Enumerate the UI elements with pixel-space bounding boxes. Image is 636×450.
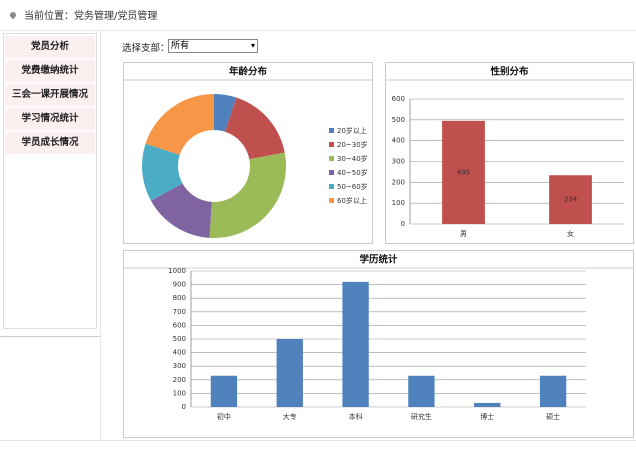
y-tick-label: 200 xyxy=(392,178,405,186)
legend-swatch xyxy=(329,142,334,147)
y-tick-label: 500 xyxy=(392,116,405,124)
legend-swatch xyxy=(329,156,334,161)
x-tick-label: 研究生 xyxy=(411,412,432,421)
legend-swatch xyxy=(329,128,334,133)
donut-slice xyxy=(214,94,237,132)
y-tick-label: 600 xyxy=(173,321,186,329)
legend-swatch xyxy=(329,170,334,175)
education-chart: 学历统计 0 100 200 300 400 500 600 700 800 900 1000 初中 大专… xyxy=(123,250,634,438)
legend-label: 30~40岁 xyxy=(337,154,368,163)
legend-swatch xyxy=(329,184,334,189)
x-tick-label: 硕士 xyxy=(546,412,560,421)
bar xyxy=(539,375,567,407)
branch-select[interactable]: 所有 xyxy=(168,39,258,53)
x-tick-label: 大专 xyxy=(283,412,297,421)
x-tick-label: 男 xyxy=(460,230,467,238)
chart-title: 学历统计 xyxy=(359,254,398,266)
sidebar: 党员分析 党费缴纳统计 三会一课开展情况 学习情况统计 学员成长情况 xyxy=(3,33,97,329)
divider xyxy=(100,30,101,440)
donut-slice xyxy=(145,94,214,155)
breadcrumb-bar: 当前位置：党务管理/党员管理 xyxy=(0,0,636,31)
y-tick-label: 0 xyxy=(182,403,186,411)
menu-item[interactable]: 三会一课开展情况 xyxy=(5,84,95,106)
legend-label: 20~30岁 xyxy=(337,140,368,149)
legend-label: 20岁以上 xyxy=(337,126,367,135)
divider xyxy=(0,336,100,337)
menu-item[interactable]: 党费缴纳统计 xyxy=(5,60,95,82)
y-tick-label: 600 xyxy=(392,95,405,103)
donut-slice xyxy=(225,97,285,160)
y-tick-label: 800 xyxy=(173,294,186,302)
donut-slice xyxy=(142,143,183,201)
legend-label: 60岁以上 xyxy=(337,196,367,205)
y-tick-label: 900 xyxy=(173,281,186,289)
legend-label: 50~60岁 xyxy=(337,182,368,191)
legend-label: 40~50岁 xyxy=(337,168,368,177)
y-tick-label: 500 xyxy=(173,335,186,343)
bar xyxy=(549,175,592,224)
donut-slice xyxy=(209,152,286,238)
y-tick-label: 700 xyxy=(173,308,186,316)
x-tick-label: 博士 xyxy=(480,412,494,421)
breadcrumb: 当前位置：党务管理/党员管理 xyxy=(24,11,158,22)
data-label: 495 xyxy=(457,168,470,176)
age-chart: 年龄分布 20岁以上 20~30岁 30~40岁 40~50岁 50~60岁 60岁以上 xyxy=(123,62,373,244)
menu-item[interactable]: 学员成长情况 xyxy=(5,132,95,154)
bar xyxy=(342,281,369,407)
chart-title: 年龄分布 xyxy=(229,66,268,78)
chart-title: 性别分布 xyxy=(490,66,529,78)
y-tick-label: 400 xyxy=(392,137,405,145)
divider xyxy=(0,440,636,441)
y-tick-label: 1000 xyxy=(168,267,186,275)
menu-item[interactable]: 学习情况统计 xyxy=(5,108,95,130)
x-tick-label: 本科 xyxy=(349,412,363,421)
bar xyxy=(474,402,501,407)
y-tick-label: 0 xyxy=(401,220,405,228)
y-tick-label: 200 xyxy=(173,376,186,384)
data-label: 234 xyxy=(564,196,578,204)
bar xyxy=(276,339,303,407)
bar xyxy=(210,375,238,407)
menu-item[interactable]: 党员分析 xyxy=(5,36,95,58)
x-tick-label: 初中 xyxy=(217,412,231,421)
y-tick-label: 400 xyxy=(173,349,186,357)
filter-label: 选择支部： xyxy=(122,43,170,54)
x-tick-label: 女 xyxy=(567,229,574,238)
y-tick-label: 300 xyxy=(392,158,405,166)
bar xyxy=(442,120,485,224)
legend-swatch xyxy=(329,198,334,203)
y-tick-label: 100 xyxy=(173,389,186,397)
y-tick-label: 300 xyxy=(173,362,186,370)
donut-slice xyxy=(150,183,212,238)
bar xyxy=(408,375,435,407)
gender-chart: 性别分布 0 100 200 300 400 500 600 男 495 女 234 xyxy=(385,62,634,244)
y-tick-label: 100 xyxy=(392,199,405,207)
